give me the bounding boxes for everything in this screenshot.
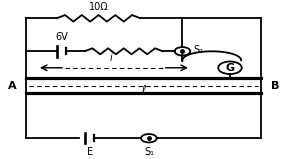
Text: G: G	[226, 63, 235, 73]
Text: ℓ: ℓ	[141, 85, 146, 94]
Text: S₁: S₁	[144, 147, 154, 157]
Text: S₂: S₂	[193, 45, 203, 55]
Text: 6V: 6V	[55, 32, 68, 42]
Text: A: A	[8, 81, 16, 91]
Text: 10Ω: 10Ω	[89, 2, 108, 12]
Text: B: B	[271, 81, 279, 91]
Text: i: i	[110, 53, 112, 63]
Text: E: E	[87, 147, 93, 157]
